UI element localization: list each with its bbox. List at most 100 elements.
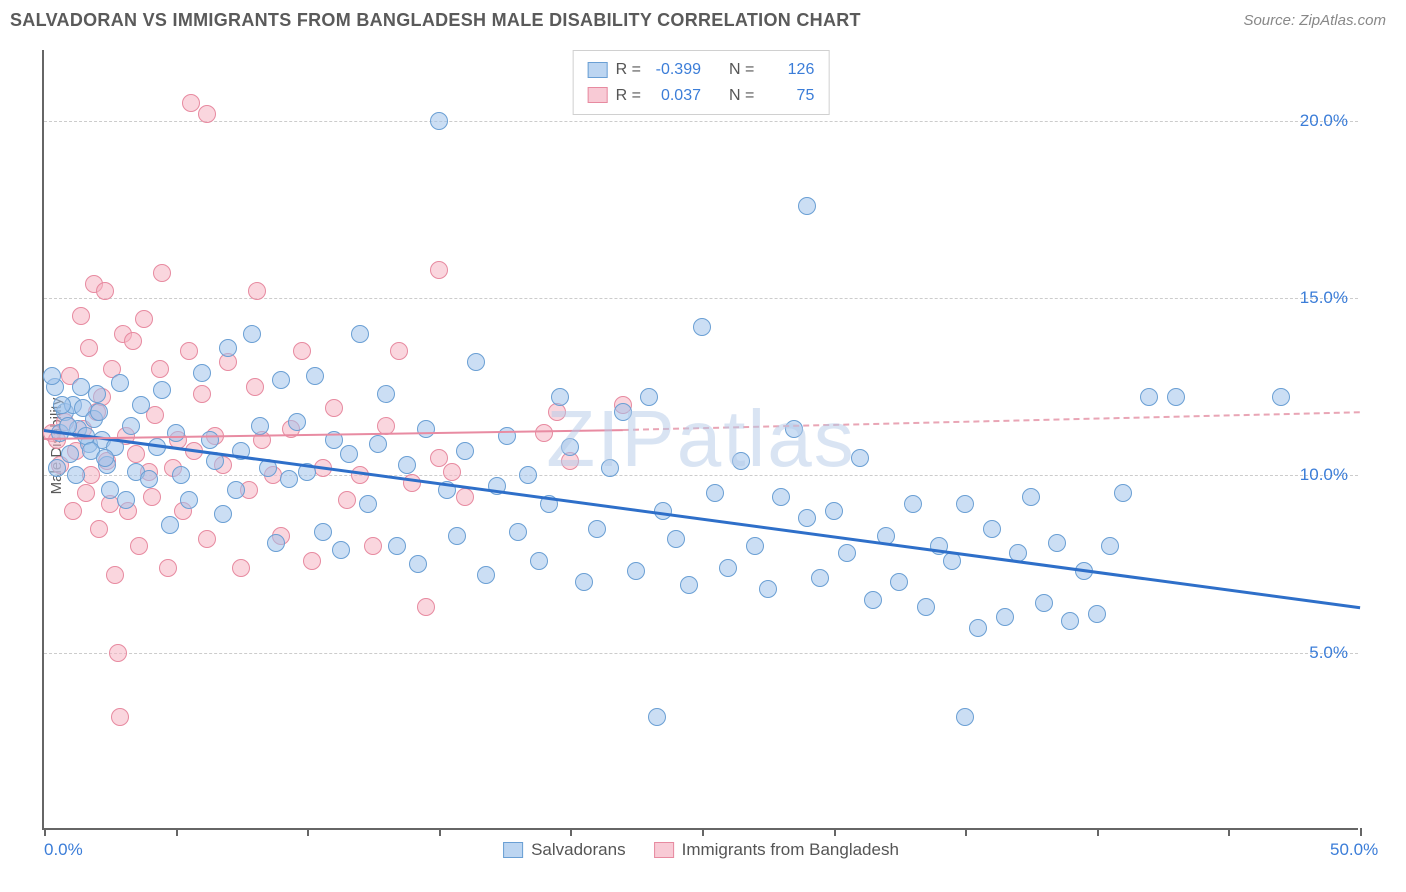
legend-label-pink: Immigrants from Bangladesh	[682, 840, 899, 860]
legend-item-pink: Immigrants from Bangladesh	[654, 840, 899, 860]
scatter-point-blue	[561, 438, 579, 456]
scatter-point-blue	[409, 555, 427, 573]
swatch-blue-icon	[588, 62, 608, 78]
scatter-point-blue	[117, 491, 135, 509]
stats-row-blue: R = -0.399 N = 126	[588, 57, 815, 83]
scatter-point-pink	[82, 466, 100, 484]
scatter-point-pink	[535, 424, 553, 442]
scatter-point-blue	[161, 516, 179, 534]
scatter-point-blue	[227, 481, 245, 499]
scatter-point-blue	[588, 520, 606, 538]
scatter-point-blue	[369, 435, 387, 453]
scatter-point-blue	[140, 470, 158, 488]
scatter-point-blue	[851, 449, 869, 467]
x-tick-label: 50.0%	[1330, 840, 1378, 860]
scatter-point-blue	[601, 459, 619, 477]
scatter-point-blue	[732, 452, 750, 470]
x-tick	[176, 828, 178, 836]
scatter-point-blue	[272, 371, 290, 389]
scatter-point-pink	[390, 342, 408, 360]
scatter-point-blue	[288, 413, 306, 431]
trendline-pink-dashed	[623, 412, 1360, 432]
scatter-point-blue	[519, 466, 537, 484]
scatter-point-blue	[956, 495, 974, 513]
x-tick	[570, 828, 572, 836]
x-tick	[702, 828, 704, 836]
scatter-point-blue	[1022, 488, 1040, 506]
scatter-point-blue	[180, 491, 198, 509]
scatter-point-blue	[680, 576, 698, 594]
scatter-point-blue	[132, 396, 150, 414]
n-label: N =	[729, 57, 754, 83]
scatter-point-pink	[417, 598, 435, 616]
x-tick	[965, 828, 967, 836]
n-value-blue: 126	[762, 57, 814, 83]
scatter-point-blue	[640, 388, 658, 406]
scatter-point-pink	[198, 530, 216, 548]
scatter-point-blue	[614, 403, 632, 421]
scatter-point-blue	[798, 509, 816, 527]
scatter-point-blue	[96, 449, 114, 467]
scatter-point-blue	[1101, 537, 1119, 555]
scatter-point-pink	[182, 94, 200, 112]
scatter-point-blue	[398, 456, 416, 474]
scatter-point-pink	[456, 488, 474, 506]
scatter-point-pink	[127, 445, 145, 463]
scatter-point-blue	[551, 388, 569, 406]
scatter-point-pink	[80, 339, 98, 357]
scatter-point-blue	[956, 708, 974, 726]
scatter-point-pink	[143, 488, 161, 506]
scatter-point-blue	[332, 541, 350, 559]
scatter-point-pink	[430, 449, 448, 467]
scatter-point-blue	[1167, 388, 1185, 406]
scatter-point-blue	[1061, 612, 1079, 630]
scatter-point-pink	[111, 708, 129, 726]
scatter-point-blue	[314, 523, 332, 541]
scatter-point-blue	[1048, 534, 1066, 552]
source-label: Source: ZipAtlas.com	[1243, 12, 1386, 29]
scatter-point-blue	[811, 569, 829, 587]
scatter-point-blue	[798, 197, 816, 215]
scatter-point-blue	[90, 403, 108, 421]
scatter-point-blue	[43, 367, 61, 385]
scatter-point-pink	[443, 463, 461, 481]
scatter-point-blue	[122, 417, 140, 435]
scatter-point-pink	[303, 552, 321, 570]
scatter-point-pink	[106, 566, 124, 584]
scatter-point-blue	[1035, 594, 1053, 612]
scatter-point-blue	[417, 420, 435, 438]
scatter-point-pink	[246, 378, 264, 396]
scatter-point-blue	[509, 523, 527, 541]
scatter-point-blue	[969, 619, 987, 637]
scatter-point-blue	[575, 573, 593, 591]
scatter-point-blue	[201, 431, 219, 449]
scatter-point-blue	[648, 708, 666, 726]
scatter-point-blue	[377, 385, 395, 403]
scatter-point-blue	[88, 385, 106, 403]
x-tick	[44, 828, 46, 836]
r-value-blue: -0.399	[649, 57, 701, 83]
scatter-point-pink	[151, 360, 169, 378]
scatter-point-blue	[1088, 605, 1106, 623]
scatter-point-blue	[72, 378, 90, 396]
scatter-point-pink	[64, 502, 82, 520]
scatter-point-blue	[904, 495, 922, 513]
y-tick-label: 5.0%	[1309, 643, 1348, 663]
y-tick-label: 20.0%	[1300, 111, 1348, 131]
plot-area: 5.0%10.0%15.0%20.0%0.0%50.0%	[44, 50, 1358, 828]
scatter-point-pink	[351, 466, 369, 484]
scatter-point-blue	[456, 442, 474, 460]
scatter-point-pink	[130, 537, 148, 555]
legend-label-blue: Salvadorans	[531, 840, 626, 860]
x-tick	[307, 828, 309, 836]
scatter-point-pink	[293, 342, 311, 360]
x-tick	[439, 828, 441, 836]
r-label: R =	[616, 57, 641, 83]
scatter-point-pink	[180, 342, 198, 360]
gridline	[44, 653, 1358, 654]
scatter-point-pink	[124, 332, 142, 350]
x-tick	[1228, 828, 1230, 836]
scatter-point-blue	[1272, 388, 1290, 406]
scatter-point-blue	[193, 364, 211, 382]
scatter-point-blue	[53, 396, 71, 414]
